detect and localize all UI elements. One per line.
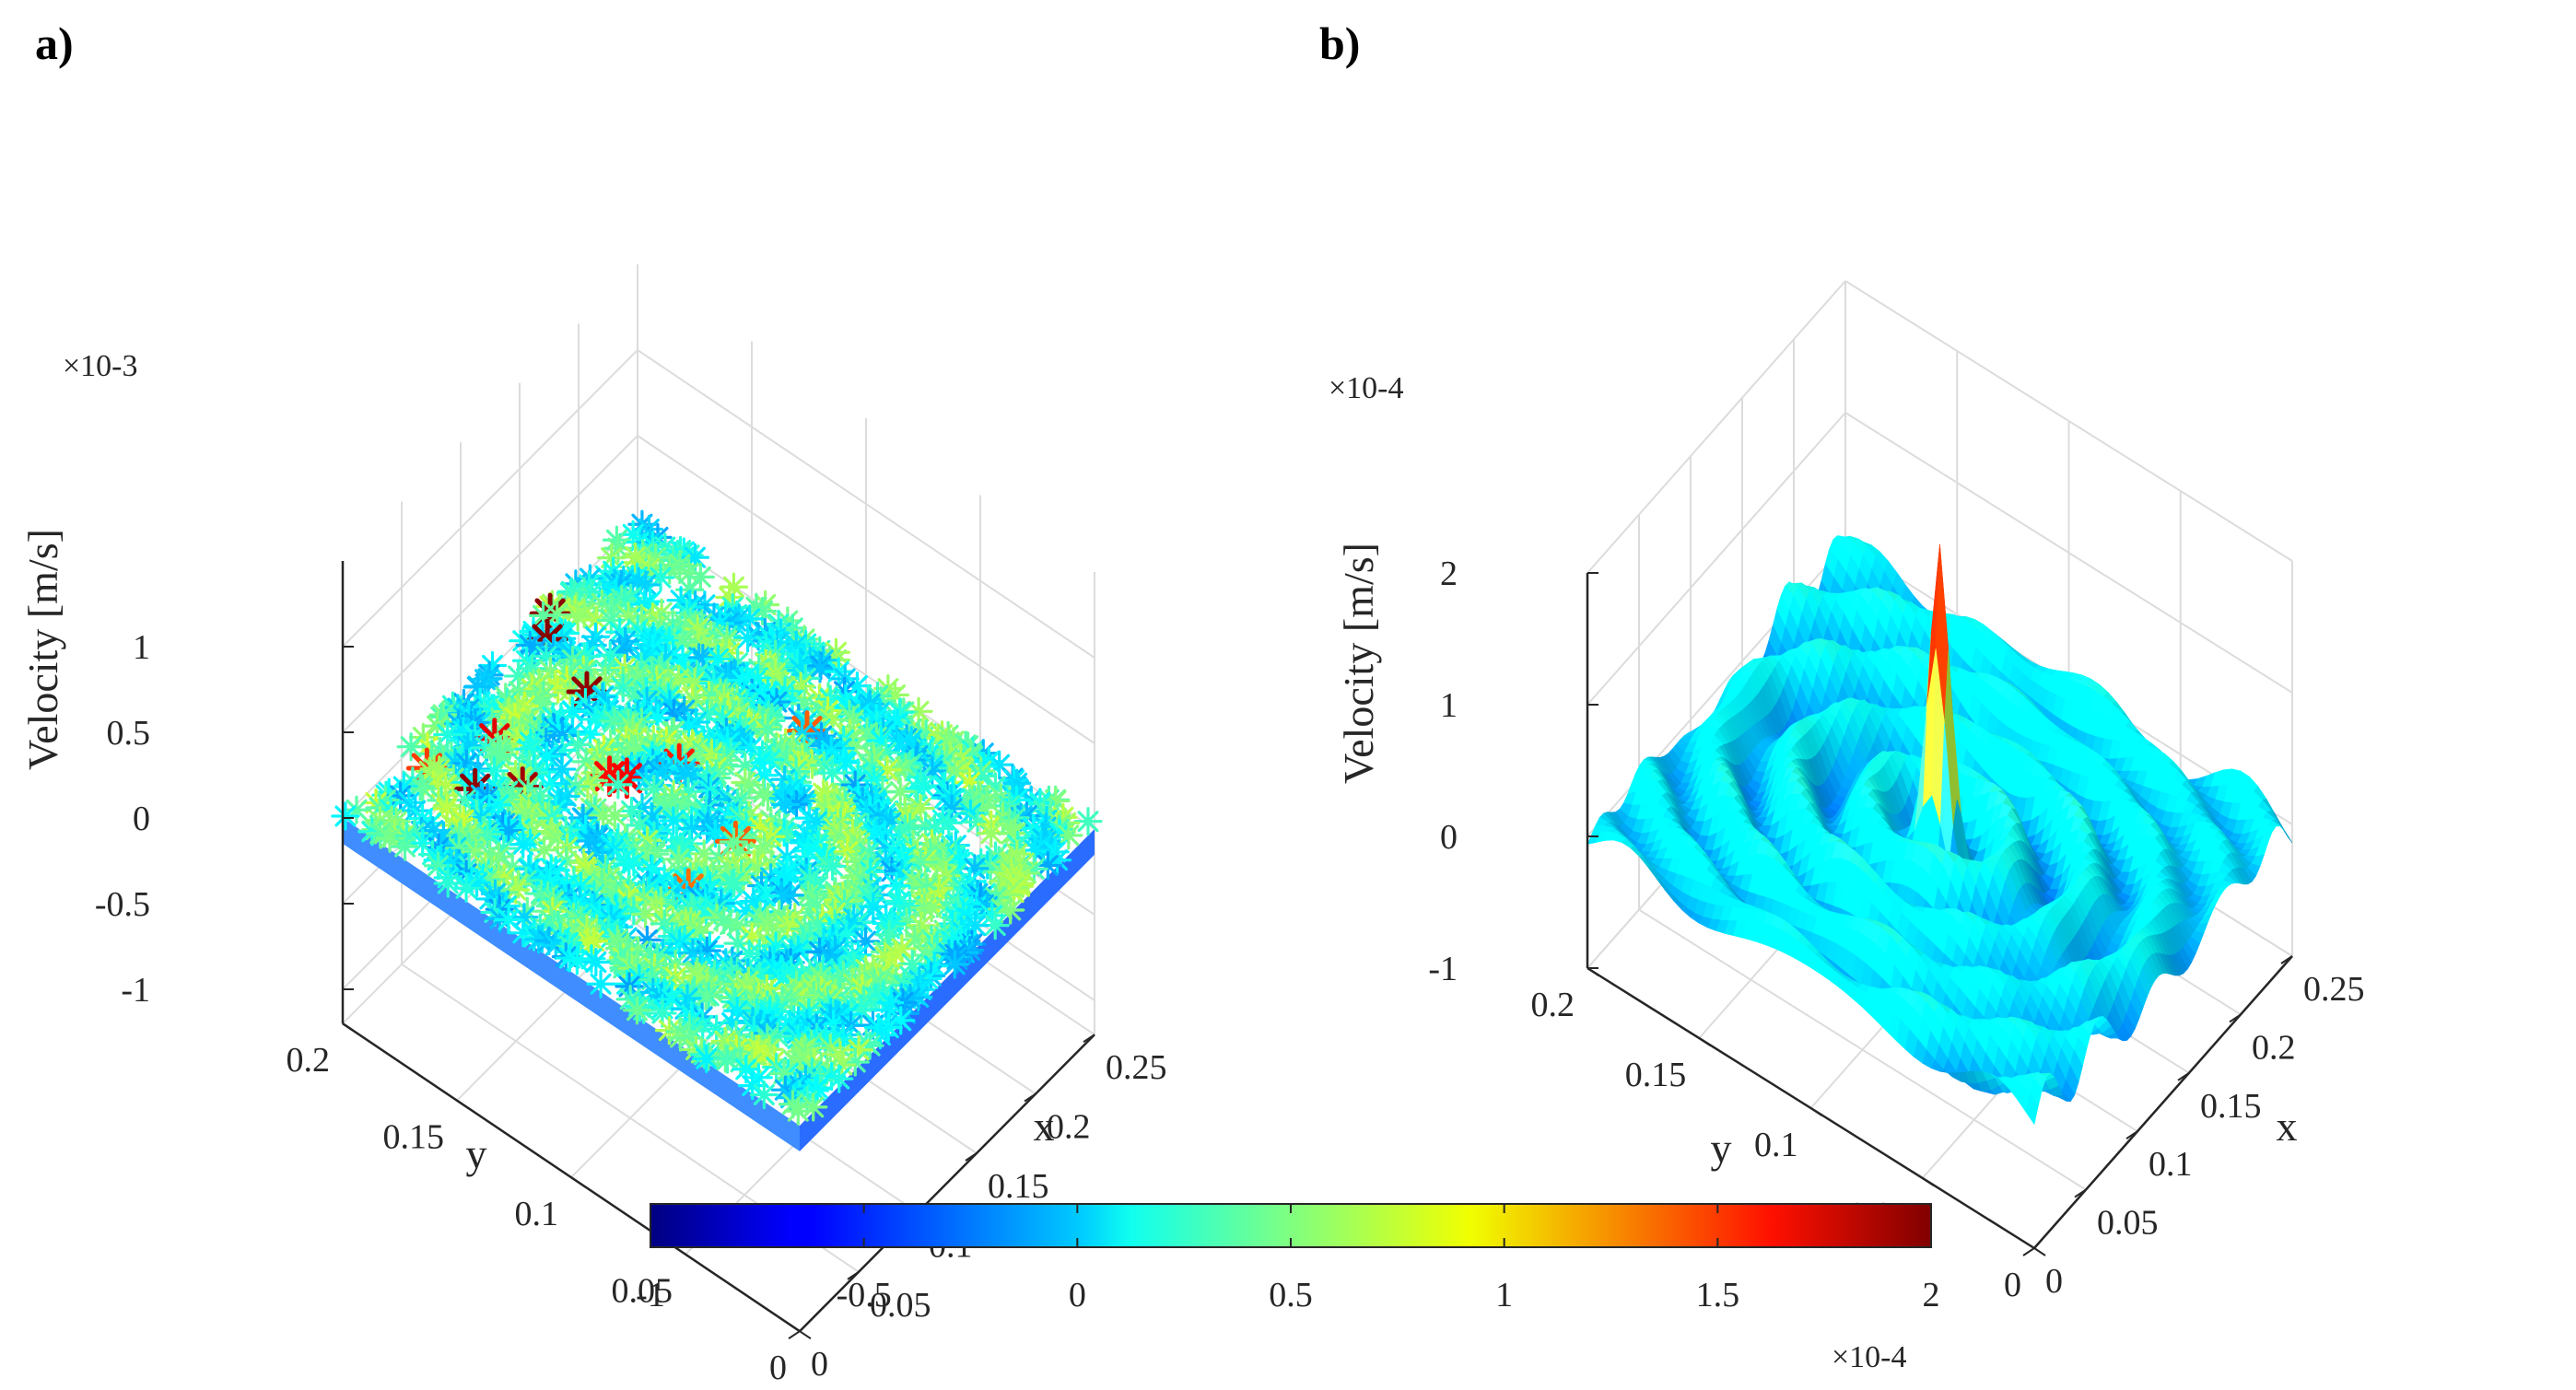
panel-a-scatter-marker: [891, 999, 920, 1028]
panel-a-scatter-marker: [732, 624, 763, 653]
panel-a-scatter-marker: [639, 775, 669, 804]
panel-a-scatter-marker: [622, 996, 652, 1025]
panel-a-scatter3d: 00.050.10.150.20.2500.050.10.150.2-1-0.5…: [19, 264, 1167, 1387]
panel-a-scatter-marker: [530, 835, 559, 865]
panel-a-grid-backwall-z: [637, 349, 1095, 659]
panel-a-z-tick-label: 0: [133, 800, 150, 838]
panel-a-scatter-marker: [749, 1080, 779, 1110]
panel-a-slab-edge: [343, 818, 800, 1151]
panel-a-scatter-marker: [509, 830, 538, 859]
panel-a-scatter-marker: [917, 894, 946, 923]
panel-a-scatter-marker: [603, 770, 633, 800]
panel-a-scatter-marker: [605, 757, 648, 800]
panel-a-x-tick-label: 0.25: [1106, 1048, 1167, 1087]
panel-a-x-tick-label: 0.15: [988, 1167, 1049, 1206]
panel-a-scatter-marker: [570, 687, 601, 718]
panel-label-b: b): [1319, 18, 1360, 69]
panel-a-y-tick-label: 0.1: [515, 1195, 559, 1233]
panel-a-y-tick-label: 0.2: [287, 1041, 331, 1080]
panel-a-scatter-marker: [940, 950, 969, 979]
panel-a-grid-backwall-z: [637, 435, 1095, 744]
panel-a-scatter-marker: [597, 543, 626, 573]
panel-a-y-tick-mark: [685, 1253, 697, 1263]
panel-a-scatter-marker: [747, 596, 778, 626]
panel-b-surface3d: 00.050.10.150.20.2500.050.10.150.2-1012 …: [1329, 280, 2365, 1304]
panel-a-scatter-marker: [390, 832, 420, 861]
panel-a-y-tick-label: 0.15: [383, 1118, 445, 1157]
panel-a-scatter-marker: [562, 946, 591, 975]
panel-a-y-tick-mark: [570, 1176, 583, 1186]
panel-a-z-tick-label: -0.5: [95, 885, 150, 924]
panel-a-ylabel: y: [466, 1130, 487, 1177]
panel-b-grid-sidewall-z: [1587, 280, 1846, 574]
panel-a-z-tick-label: 0.5: [107, 714, 151, 753]
panel-a-y-tick-mark: [799, 1330, 812, 1340]
panel-a-scatter-marker: [783, 1096, 813, 1126]
panel-a-scatter-marker: [902, 774, 932, 803]
panel-a-scatter-marker: [451, 873, 481, 903]
panel-a-scatter-points: [331, 509, 1103, 1151]
panel-a-x-tick-label: 0: [811, 1345, 828, 1384]
panel-a-xlabel: x: [1034, 1103, 1055, 1150]
panel-a-scatter-marker: [586, 969, 615, 999]
panel-a-grid-sidewall-z: [342, 349, 638, 648]
panel-a-z-tick-label: 1: [133, 628, 150, 667]
panel-a-scatter-marker: [681, 686, 710, 717]
panel-a-scatter-marker: [1073, 807, 1103, 836]
panel-a-scatter-marker: [331, 801, 360, 831]
panel-a-y-tick-mark: [456, 1099, 469, 1109]
panel-label-a: a): [35, 18, 74, 69]
panel-a-z-tick-label: -1: [121, 971, 150, 1010]
panel-a-y-tick-label: 0: [769, 1349, 787, 1387]
panel-a-scatter-marker: [396, 732, 426, 762]
panel-a-grid-sidewall-z: [342, 435, 638, 733]
panel-a-scatter-marker: [940, 756, 969, 786]
panel-a-z-multiplier: ×10-3: [63, 349, 138, 383]
panel-a-scatter-marker: [433, 869, 463, 898]
panel-a-zlabel: Velocity [m/s]: [19, 529, 66, 770]
panel-a-x-tick-mark: [788, 1330, 801, 1340]
panel-a-scatter-marker: [581, 947, 611, 977]
panel-a-y-tick-mark: [342, 1022, 355, 1033]
panel-b-surface: [1587, 535, 2293, 1126]
